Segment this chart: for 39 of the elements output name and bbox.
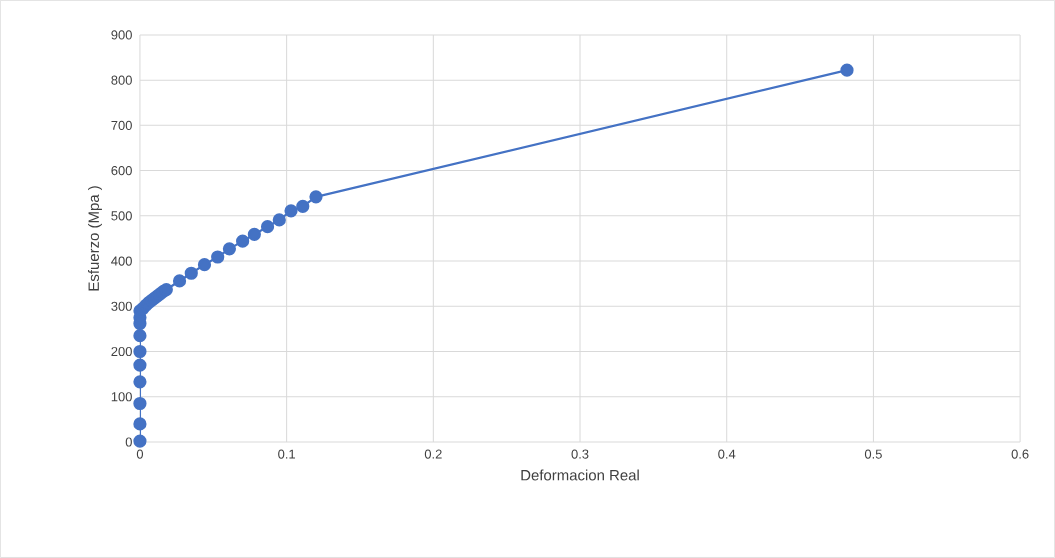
point [133,344,147,359]
point [260,220,275,234]
x-tick-label: 0 [136,449,144,459]
y-tick-label: 400 [111,256,132,266]
point [222,242,237,256]
y-tick-label: 0 [125,437,132,447]
y-tick-label: 900 [111,30,132,40]
y-tick-label: 600 [111,166,132,176]
point [133,329,147,343]
x-axis-title: Deformacion Real [521,469,639,481]
point [309,190,323,204]
x-tick-label: 0.5 [864,449,882,459]
y-axis-title: Esfuerzo (Mpa ) [88,186,102,291]
point [133,375,147,389]
point [172,274,187,288]
point [236,234,250,248]
x-tick-label: 0.6 [1011,449,1029,459]
point [284,204,298,218]
point [133,434,147,448]
x-tick-label: 0.3 [571,449,589,459]
y-tick-label: 700 [111,120,132,130]
y-tick-label: 100 [111,392,132,402]
x-tick-label: 0.1 [278,449,296,459]
point [184,266,198,280]
x-tick-label: 0.2 [424,449,442,459]
point [133,417,147,431]
point [133,396,147,411]
y-tick-label: 800 [111,75,132,85]
point [247,227,261,242]
point [197,258,212,272]
y-tick-label: 300 [111,301,132,311]
y-tick-label: 200 [111,346,132,357]
point [840,63,854,77]
point [133,358,147,372]
x-tick-label: 0.4 [718,449,736,459]
point [211,250,225,264]
point [272,213,286,227]
y-tick-label: 500 [111,211,132,221]
point [296,199,310,213]
